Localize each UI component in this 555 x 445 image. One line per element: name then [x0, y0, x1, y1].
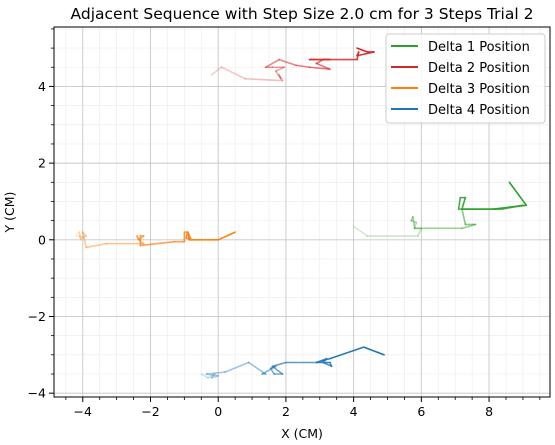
x-tick-label: −4 [74, 404, 92, 419]
series-2-segment [295, 64, 311, 69]
legend-box [385, 33, 546, 124]
series-2-segment [274, 70, 282, 80]
series-1-segment [412, 215, 416, 230]
series-4-segment [210, 373, 216, 379]
series-4-segment [207, 373, 216, 379]
series-1-segment [417, 227, 423, 237]
series-1-segment [491, 204, 528, 210]
series-1-segment [461, 208, 467, 226]
y-axis-label: Y (CM) [2, 192, 17, 234]
series-1-segment [461, 196, 467, 210]
x-axis-ticks: −4 −2 0 2 4 6 8 [65, 397, 541, 419]
series-3-segment [217, 231, 236, 241]
series-3-segment [81, 231, 87, 237]
series-2-segment [278, 74, 282, 80]
series-1 [352, 181, 528, 237]
series-4-segment [200, 373, 209, 379]
series-1-segment [410, 219, 418, 224]
series-3-segment [78, 235, 84, 239]
series-1-segment [508, 181, 528, 207]
x-tick-label: 4 [350, 404, 358, 419]
y-tick-label: −4 [28, 386, 46, 401]
series-4-segment [224, 361, 250, 373]
y-tick-label: 0 [38, 232, 46, 247]
x-tick-label: 2 [282, 404, 290, 419]
series-4-segment [205, 373, 220, 377]
series-4-segment [362, 346, 385, 356]
series-2-segment [278, 74, 284, 82]
y-tick-label: 4 [38, 79, 46, 94]
series-1-segment [457, 196, 462, 210]
series-3-segment [78, 235, 82, 241]
series-2-segment [244, 77, 284, 82]
series-2-segment [220, 66, 247, 80]
series-2-segment [264, 58, 280, 69]
series-4-segment [271, 365, 284, 375]
series-4 [200, 346, 385, 379]
y-tick-label: −2 [28, 309, 46, 324]
series-4-segment [315, 357, 331, 364]
plot-frame [53, 26, 551, 398]
series-layer [75, 47, 528, 379]
series-1-segment [352, 225, 368, 237]
x-tick-label: −2 [141, 404, 159, 419]
series-1-segment [410, 215, 414, 222]
series-1-segment [413, 221, 418, 230]
series-3-segment [139, 240, 175, 247]
series-2-segment [356, 47, 368, 53]
series-4-segment [210, 375, 220, 379]
legend: Delta 1 Position Delta 2 Position Delta 3 … [385, 33, 546, 124]
series-3-segment [85, 242, 108, 249]
series-3 [75, 231, 236, 249]
legend-label: Delta 4 Position [428, 103, 530, 118]
legend-label: Delta 3 Position [428, 82, 530, 97]
x-tick-label: 8 [485, 404, 493, 419]
series-2-segment [308, 66, 331, 70]
series-2-segment [278, 58, 297, 67]
legend-label: Delta 1 Position [428, 40, 530, 55]
series-3-segment [81, 235, 87, 239]
chart-title: Adjacent Sequence with Step Size 2.0 cm … [71, 5, 534, 23]
series-4-segment [247, 361, 267, 375]
series-4-segment [205, 371, 226, 375]
y-axis-ticks: −4 −2 0 2 4 [28, 28, 54, 401]
series-4-segment [271, 361, 287, 368]
series-2-segment [210, 66, 223, 76]
series-2-segment [315, 62, 331, 70]
series-3-segment [75, 231, 81, 237]
series-2-segment [274, 66, 286, 72]
series-3-segment [186, 231, 191, 241]
y-tick-label: 2 [38, 156, 46, 171]
x-tick-label: 6 [417, 404, 425, 419]
series-4-segment [269, 367, 275, 375]
series-2 [210, 47, 375, 82]
legend-label: Delta 2 Position [428, 61, 530, 76]
x-tick-label: 0 [214, 404, 222, 419]
series-3-segment [78, 231, 82, 241]
x-axis-label: X (CM) [281, 426, 323, 441]
series-4-segment [329, 346, 365, 360]
series-3-segment [81, 231, 87, 249]
